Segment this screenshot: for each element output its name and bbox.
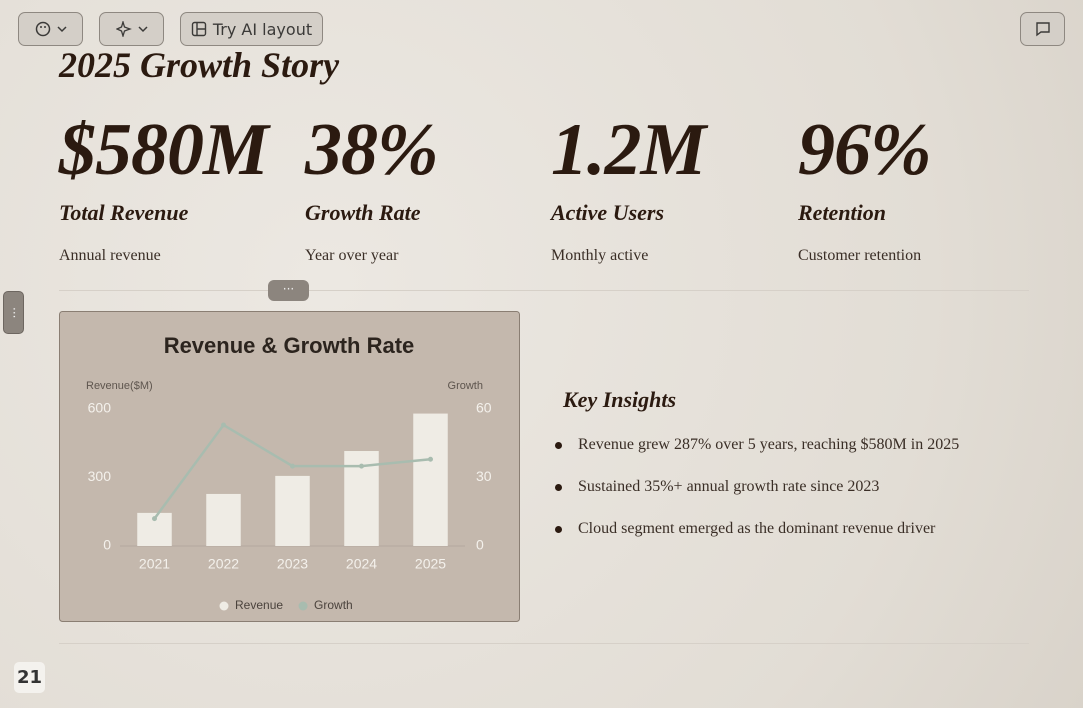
divider xyxy=(59,643,1029,644)
y2-axis-title: Growth xyxy=(448,380,483,392)
insight-item: Sustained 35%+ annual growth rate since … xyxy=(578,478,880,495)
stat-value: 38% xyxy=(305,109,439,191)
line-point xyxy=(221,422,226,428)
insights-title: Key Insights xyxy=(563,387,677,412)
chart-title: Revenue & Growth Rate xyxy=(164,333,415,358)
chart-frame xyxy=(59,311,520,622)
stat-description: Annual revenue xyxy=(59,247,161,264)
bullet xyxy=(555,526,562,533)
legend-label: Growth xyxy=(314,598,353,612)
y-axis-title: Revenue($M) xyxy=(86,380,153,392)
stat-label: Active Users xyxy=(551,200,665,225)
comment-icon xyxy=(1035,22,1050,37)
line-point xyxy=(290,463,295,469)
y-tick-label: 0 xyxy=(103,537,111,553)
insight-item: Cloud segment emerged as the dominant re… xyxy=(578,520,936,537)
stat-label: Retention xyxy=(798,200,887,225)
bar xyxy=(206,493,241,546)
stat-label: Growth Rate xyxy=(305,200,421,225)
x-tick-label: 2023 xyxy=(277,556,308,572)
x-tick-label: 2021 xyxy=(139,556,170,572)
y2-tick-label: 30 xyxy=(476,468,492,484)
stat-value: 1.2M xyxy=(551,109,706,191)
x-tick-label: 2025 xyxy=(415,556,446,572)
stat-description: Year over year xyxy=(305,247,399,264)
insight-item: Revenue grew 287% over 5 years, reaching… xyxy=(578,436,960,453)
bar xyxy=(413,413,448,546)
bar xyxy=(275,475,310,546)
bullet xyxy=(555,442,562,449)
page-number: 21 xyxy=(14,662,45,693)
theme-button[interactable] xyxy=(18,12,83,46)
x-tick-label: 2022 xyxy=(208,556,239,572)
y-tick-label: 300 xyxy=(88,468,112,484)
y2-tick-label: 0 xyxy=(476,537,484,553)
side-handle[interactable]: ··· xyxy=(3,291,24,334)
stat-label: Total Revenue xyxy=(59,200,189,225)
legend-swatch xyxy=(298,601,308,611)
line-point xyxy=(428,456,433,462)
stat-description: Monthly active xyxy=(551,247,649,264)
layout-icon xyxy=(191,21,207,37)
chevron-icon xyxy=(56,26,67,33)
comments-button[interactable] xyxy=(1020,12,1065,46)
divider xyxy=(59,290,1029,291)
button-label: Try AI layout xyxy=(212,19,313,39)
line-point xyxy=(152,516,157,522)
x-tick-label: 2024 xyxy=(346,556,377,572)
stat-description: Customer retention xyxy=(798,247,922,264)
palette-icon xyxy=(35,21,50,37)
drag-handle[interactable]: ··· xyxy=(268,280,309,301)
line-point xyxy=(359,463,364,469)
sparkle-icon xyxy=(115,21,132,37)
bullet xyxy=(555,484,562,491)
y-tick-label: 600 xyxy=(88,400,112,416)
y2-tick-label: 60 xyxy=(476,400,492,416)
stat-value: $580M xyxy=(59,109,269,191)
chart: Revenue & Growth Rate Revenue($M) Growth… xyxy=(59,311,520,622)
ai-layout-button[interactable]: Try AI layout xyxy=(180,12,323,46)
stat-value: 96% xyxy=(798,109,932,191)
chevron-icon xyxy=(137,26,148,33)
legend-label: Revenue xyxy=(235,598,283,612)
slide-title: 2025 Growth Story xyxy=(59,45,340,85)
legend-swatch xyxy=(219,601,229,611)
ai-button[interactable] xyxy=(99,12,164,46)
